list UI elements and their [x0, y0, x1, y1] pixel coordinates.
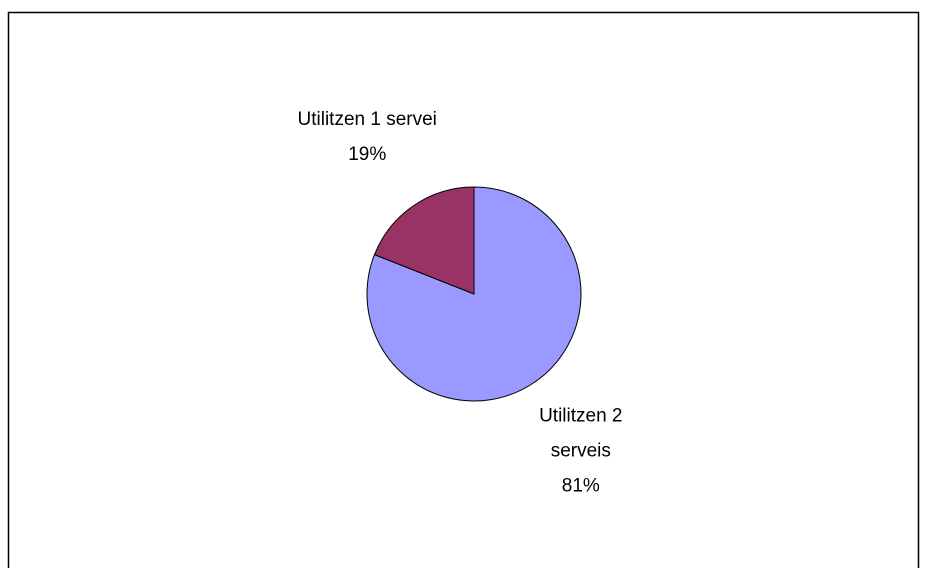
slice-label: Utilitzen 2 serveis 81% [511, 399, 651, 504]
slice-category: Utilitzen 2 serveis [539, 405, 623, 462]
slice-percent: 19% [348, 143, 387, 165]
slice-label: Utilitzen 1 servei 19% [297, 102, 437, 172]
slice-percent: 81% [561, 475, 600, 497]
pie-slice [373, 186, 475, 295]
slice-category: Utilitzen 1 servei [297, 108, 437, 130]
